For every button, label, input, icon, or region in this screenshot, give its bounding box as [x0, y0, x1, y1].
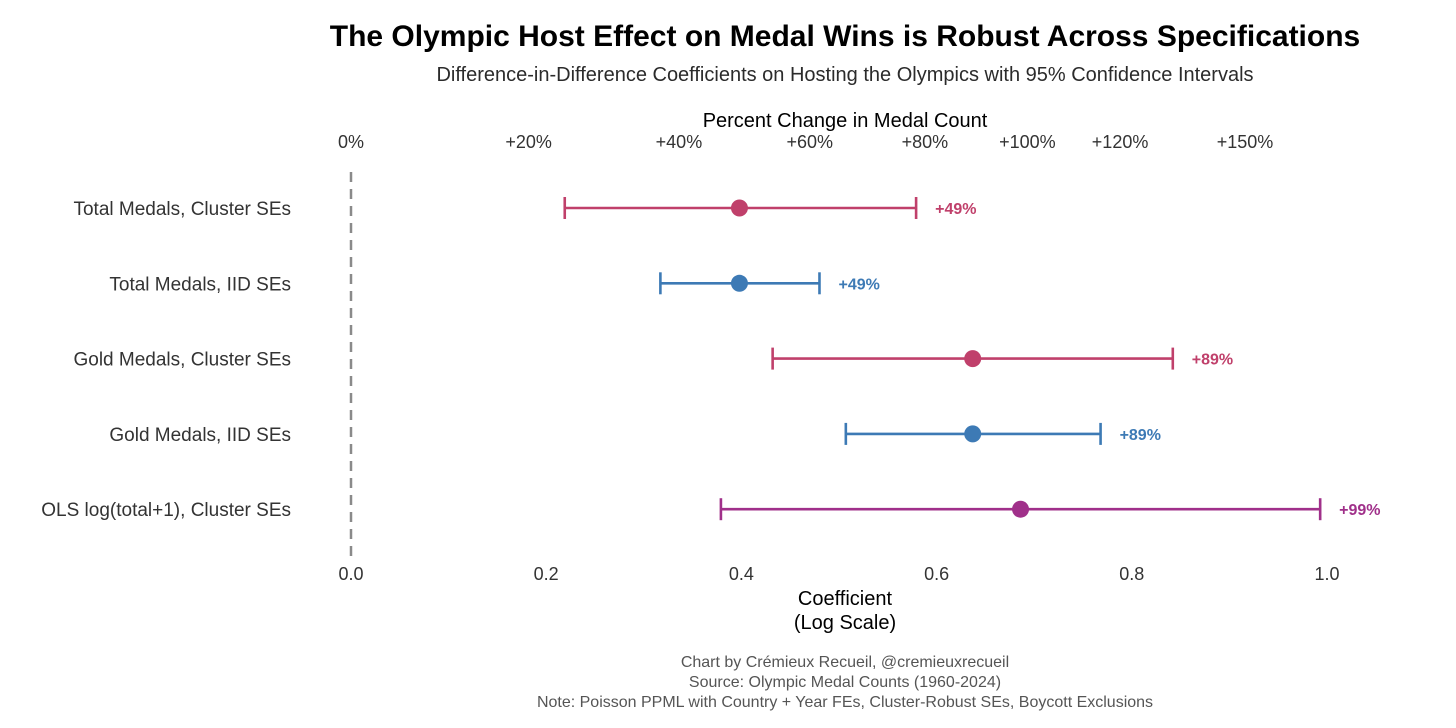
top-tick-label: +40% — [656, 132, 703, 152]
row-label: Gold Medals, Cluster SEs — [73, 350, 291, 371]
row-label: OLS log(total+1), Cluster SEs — [41, 500, 291, 521]
chart-subtitle: Difference-in-Difference Coefficients on… — [436, 64, 1253, 86]
x-tick-label: 0.2 — [534, 564, 559, 584]
top-tick-label: +80% — [902, 132, 949, 152]
point-estimate — [964, 350, 982, 368]
coefficient-row: Total Medals, Cluster SEs +49% — [73, 197, 976, 220]
point-estimate — [964, 425, 982, 443]
x-axis-title-line2: (Log Scale) — [794, 612, 896, 634]
caption-credit: Chart by Crémieux Recueil, @cremieuxrecu… — [681, 654, 1009, 671]
effect-label: +49% — [838, 276, 879, 293]
point-estimate — [1012, 500, 1030, 518]
x-axis-ticks: 0.0 0.2 0.4 0.6 0.8 1.0 — [338, 564, 1339, 584]
point-estimate — [730, 274, 748, 292]
x-axis-title-line1: Coefficient — [798, 588, 893, 610]
coefficient-row: Gold Medals, IID SEs +89% — [109, 422, 1161, 446]
coefficient-row: OLS log(total+1), Cluster SEs +99% — [41, 498, 1381, 521]
point-estimate — [730, 199, 748, 217]
row-label: Gold Medals, IID SEs — [109, 425, 291, 446]
x-tick-label: 0.0 — [338, 564, 363, 584]
caption-source: Source: Olympic Medal Counts (1960-2024) — [689, 674, 1001, 691]
effect-label: +89% — [1192, 352, 1233, 369]
coefficient-row: Gold Medals, Cluster SEs +89% — [73, 347, 1233, 371]
top-axis-title: Percent Change in Medal Count — [703, 110, 988, 132]
x-tick-label: 0.6 — [924, 564, 949, 584]
coefficient-rows: Total Medals, Cluster SEs +49%Total Medal… — [41, 197, 1381, 521]
row-label: Total Medals, IID SEs — [109, 274, 291, 295]
top-tick-label: +60% — [786, 132, 833, 152]
top-tick-label: +100% — [999, 132, 1056, 152]
top-tick-label: 0% — [338, 132, 364, 152]
chart-title: The Olympic Host Effect on Medal Wins is… — [330, 20, 1360, 53]
effect-label: +99% — [1339, 502, 1380, 519]
top-tick-label: +150% — [1217, 132, 1274, 152]
top-axis-ticks: 0% +20% +40% +60% +80% +100% +120% +150% — [338, 132, 1273, 152]
effect-label: +49% — [935, 201, 976, 218]
x-tick-label: 1.0 — [1314, 564, 1339, 584]
top-tick-label: +20% — [505, 132, 552, 152]
effect-label: +89% — [1120, 427, 1161, 444]
x-tick-label: 0.4 — [729, 564, 754, 584]
coefficient-row: Total Medals, IID SEs +49% — [109, 272, 880, 295]
top-tick-label: +120% — [1092, 132, 1149, 152]
caption-note: Note: Poisson PPML with Country + Year F… — [537, 694, 1153, 711]
row-label: Total Medals, Cluster SEs — [73, 199, 291, 220]
x-tick-label: 0.8 — [1119, 564, 1144, 584]
